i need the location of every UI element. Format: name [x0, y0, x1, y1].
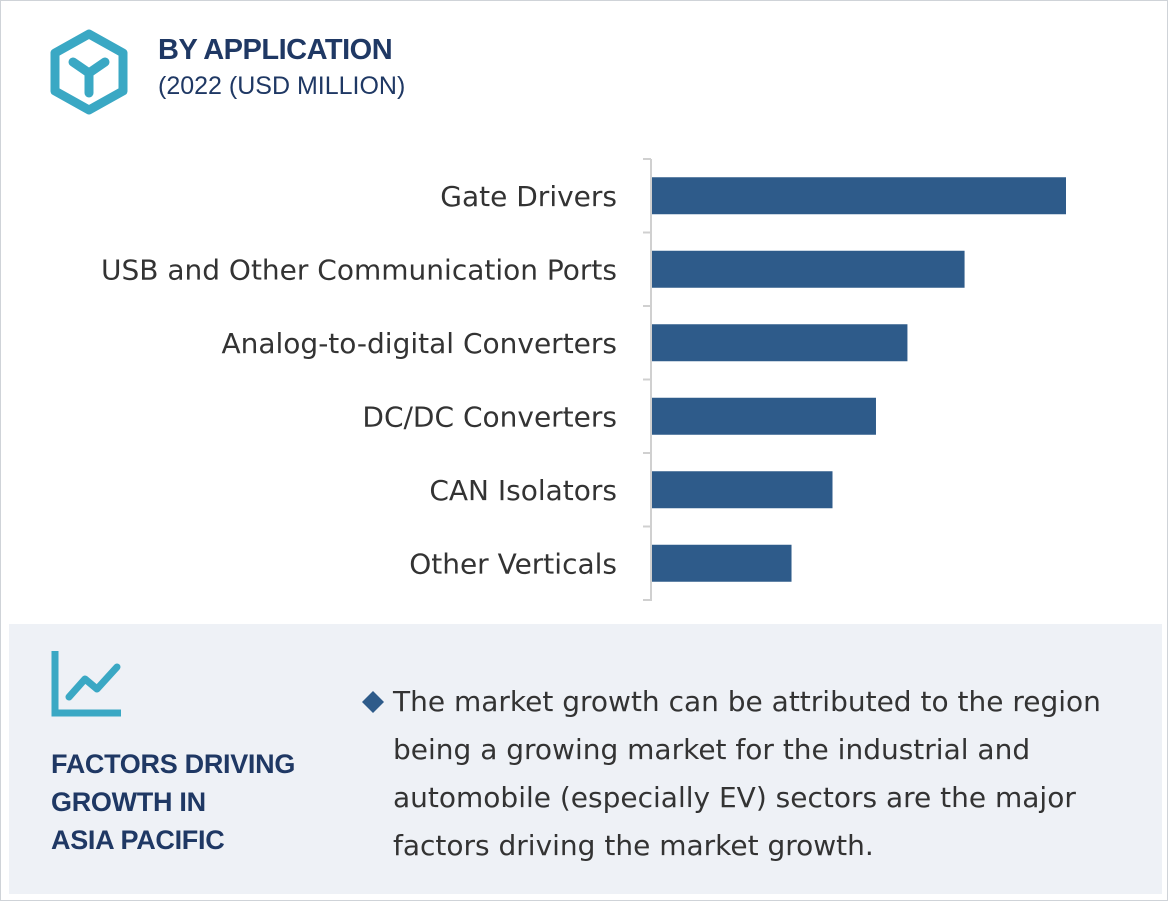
bar-3: [652, 397, 876, 435]
category-label-2: Analog-to-digital Converters: [221, 327, 617, 360]
bar-1: [652, 250, 965, 288]
category-label-5: Other Verticals: [409, 547, 617, 580]
category-label-4: CAN Isolators: [429, 474, 617, 507]
factors-title: FACTORS DRIVING GROWTH IN ASIA PACIFIC: [51, 745, 351, 859]
diamond-bullet-icon: [362, 691, 384, 713]
category-label-1: USB and Other Communication Ports: [101, 253, 617, 286]
line-chart-icon: [51, 651, 121, 717]
bar-chart: Gate Drivers USB and Other Communication …: [101, 158, 1066, 601]
bar-0: [652, 177, 1066, 215]
chart-title: BY APPLICATION: [158, 34, 393, 66]
hexagon-y-icon: [50, 29, 128, 115]
factors-title-line: ASIA PACIFIC: [51, 825, 225, 855]
factors-panel: FACTORS DRIVING GROWTH IN ASIA PACIFIC T…: [9, 624, 1162, 894]
factors-title-line: GROWTH IN: [51, 787, 206, 817]
category-label-0: Gate Drivers: [440, 180, 617, 213]
bar-4: [652, 471, 833, 509]
factors-title-line: FACTORS DRIVING: [51, 749, 296, 779]
factors-bullet-text: The market growth can be attributed to t…: [393, 685, 1101, 862]
bar-5: [652, 544, 792, 582]
chart-subtitle: (2022 (USD MILLION): [158, 72, 406, 100]
category-label-3: DC/DC Converters: [362, 400, 617, 433]
bar-2: [652, 324, 908, 362]
